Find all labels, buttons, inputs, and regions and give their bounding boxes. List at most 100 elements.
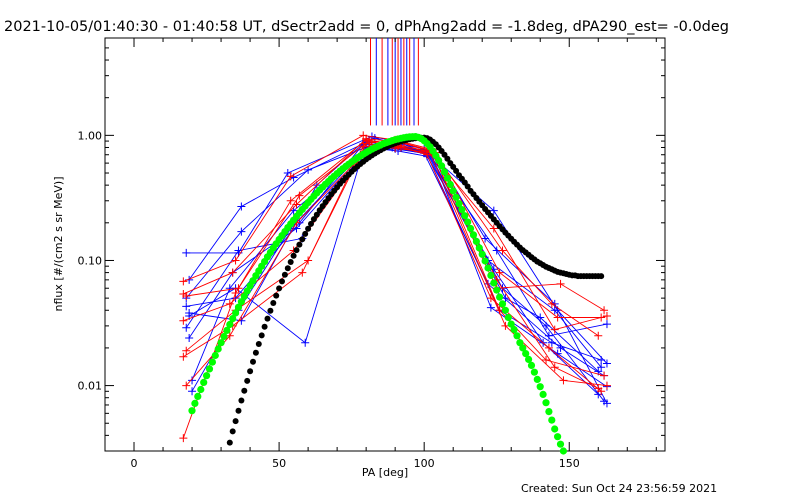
- model-green-point-114: [519, 344, 527, 352]
- series-line-0: [186, 136, 599, 372]
- model-green-point-9: [214, 345, 222, 353]
- series-point-1-1: [237, 202, 246, 211]
- model-black-point-4: [238, 397, 245, 404]
- series-point-4-8: [597, 363, 606, 372]
- series-point-3-2: [301, 338, 310, 347]
- model-black-point-11: [258, 332, 265, 339]
- model-green-point-12: [223, 326, 231, 334]
- series-point-14-0: [182, 346, 191, 355]
- series-17: [179, 135, 611, 443]
- model-green-point-112: [513, 332, 521, 340]
- model-black-point-10: [255, 341, 262, 347]
- series-point-8-6: [486, 303, 495, 312]
- series-8: [185, 137, 611, 391]
- model-green-point-93: [458, 206, 466, 214]
- series-point-14-7: [544, 343, 553, 352]
- model-green-point-119: [533, 375, 541, 383]
- series-point-17-7: [559, 376, 568, 385]
- model-green-point-3: [197, 385, 205, 394]
- model-black-point-26: [302, 230, 309, 237]
- series-3: [185, 138, 606, 365]
- model-green-point-116: [525, 355, 533, 363]
- model-black-point-27: [305, 225, 312, 232]
- model-green-point-125: [551, 425, 559, 433]
- y-tick-label-2: 1.00: [78, 129, 103, 142]
- series-point-7-0: [182, 302, 191, 311]
- y-tick-label-0: 0.01: [78, 380, 103, 393]
- series-point-12-0: [182, 292, 191, 300]
- model-green-point-4: [200, 378, 208, 386]
- series-point-2-8: [602, 320, 611, 329]
- model-curves: [188, 133, 605, 455]
- series-2: [182, 142, 611, 340]
- series-point-11-1: [228, 268, 237, 277]
- model-black-point-22: [290, 252, 297, 259]
- series-point-13-1: [225, 299, 234, 308]
- model-black-point-78: [453, 167, 460, 174]
- series-point-11-7: [547, 299, 556, 308]
- model-green-point-5: [203, 372, 211, 380]
- series-point-9-6: [481, 234, 490, 243]
- model-green-point-106: [496, 293, 504, 301]
- model-green-point-105: [493, 286, 501, 294]
- series-point-15-8: [600, 371, 609, 380]
- model-green-point-15: [232, 309, 240, 317]
- chart-title: 2021-10-05/01:40:30 - 01:40:58 UT, dSect…: [4, 19, 729, 35]
- series-point-2-2: [304, 165, 313, 174]
- series-1: [185, 134, 609, 406]
- created-footer: Created: Sun Oct 24 23:56:59 2021: [521, 482, 717, 495]
- model-green-point-6: [205, 365, 214, 373]
- model-green-point-120: [536, 383, 544, 391]
- model-green-point-100: [478, 250, 486, 258]
- series-point-15-3: [359, 142, 368, 151]
- series-point-13-0: [179, 316, 188, 325]
- model-black-point-128: [598, 273, 605, 280]
- model-green-point-99: [475, 244, 483, 252]
- series-point-4-1: [234, 246, 243, 255]
- model-green-curve: [188, 133, 568, 455]
- model-green-point-115: [522, 350, 530, 358]
- series-point-5-0: [185, 334, 194, 343]
- model-black-point-29: [310, 216, 317, 223]
- series-0: [182, 132, 603, 376]
- model-green-point-122: [542, 399, 550, 407]
- series-point-9-8: [602, 399, 611, 408]
- model-green-point-117: [527, 361, 536, 369]
- series-point-5-8: [602, 359, 611, 368]
- series-point-2-1: [237, 227, 246, 236]
- series-line-16: [185, 145, 599, 389]
- model-green-point-127: [556, 440, 565, 448]
- series-point-17-8: [602, 381, 611, 390]
- model-green-point-123: [545, 408, 553, 416]
- model-black-point-14: [267, 307, 274, 314]
- vertical-markers: [369, 38, 419, 126]
- model-green-point-97: [469, 231, 478, 239]
- model-green-point-7: [208, 358, 216, 366]
- model-black-point-17: [276, 285, 283, 292]
- model-green-point-11: [220, 332, 228, 341]
- model-black-point-21: [287, 259, 294, 265]
- model-black-point-9: [252, 349, 259, 356]
- series-point-1-7: [542, 321, 551, 330]
- model-green-point-108: [501, 306, 509, 314]
- model-green-point-107: [498, 300, 507, 308]
- model-green-point-92: [455, 200, 463, 208]
- series-point-9-0: [188, 387, 197, 396]
- model-green-point-104: [490, 279, 498, 287]
- series-line-14: [185, 143, 602, 392]
- model-green-point-121: [539, 390, 547, 398]
- model-green-point-13: [226, 320, 234, 329]
- series-point-10-1: [231, 256, 240, 265]
- x-axis-label: PA [deg]: [362, 466, 408, 479]
- model-green-point-118: [530, 368, 539, 376]
- series-11: [179, 134, 603, 340]
- model-green-point-91: [452, 193, 460, 201]
- model-green-point-0: [188, 407, 196, 415]
- series-point-10-8: [600, 306, 609, 315]
- series-point-8-7: [553, 349, 562, 358]
- model-black-point-5: [241, 387, 248, 394]
- model-green-point-95: [464, 218, 472, 226]
- series-point-10-2: [286, 172, 295, 181]
- series-line-5: [188, 147, 608, 364]
